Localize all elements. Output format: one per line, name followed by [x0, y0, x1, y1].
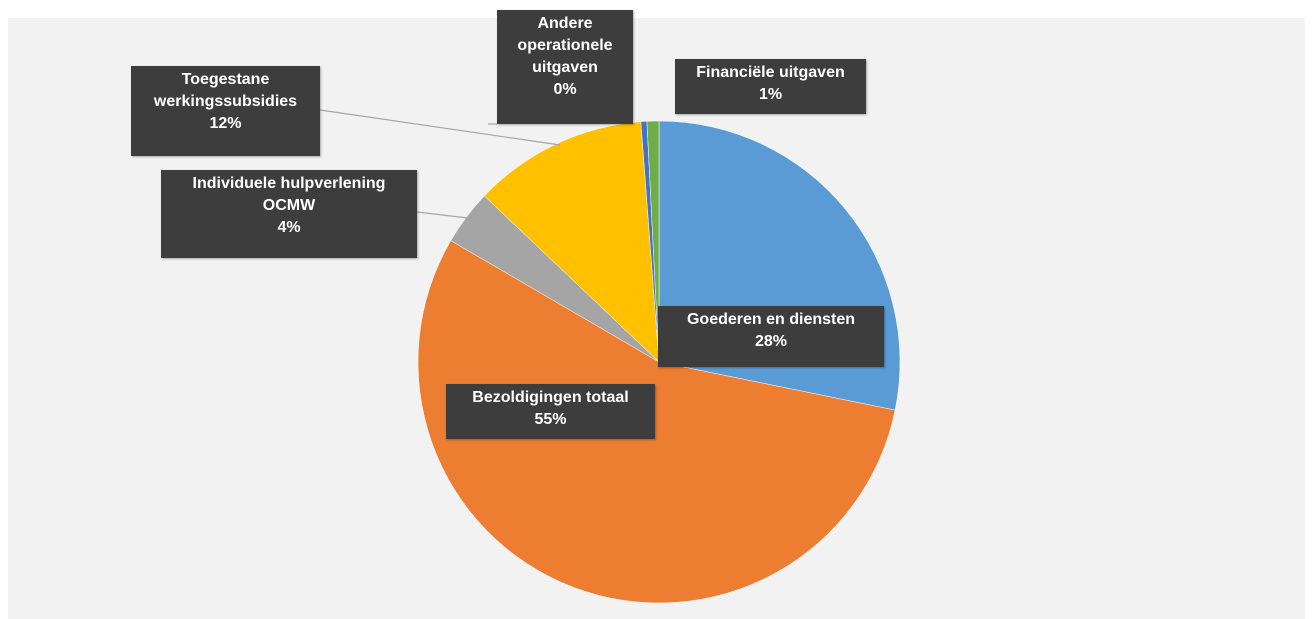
- data-label-category: Individuele hulpverlening OCMW: [192, 175, 386, 214]
- data-label-category: Andere operationele uitgaven: [517, 15, 613, 76]
- data-label: Andere operationele uitgaven 0%: [497, 10, 633, 124]
- data-label-value: 28%: [754, 333, 788, 350]
- data-label-value: 0%: [553, 81, 577, 98]
- data-label-category: Goederen en diensten: [686, 311, 856, 328]
- data-label: Individuele hulpverlening OCMW 4%: [161, 170, 417, 258]
- leader-line: [416, 211, 469, 219]
- pie-slice: [646, 120, 660, 363]
- data-label-value: 4%: [277, 219, 301, 236]
- data-label-value: 12%: [209, 115, 242, 132]
- data-label: Goederen en diensten 28%: [658, 306, 884, 367]
- data-label: Bezoldigingen totaal 55%: [446, 384, 655, 439]
- leader-line: [319, 109, 561, 146]
- data-label-value: 1%: [758, 86, 783, 103]
- pie-slice: [417, 240, 896, 604]
- data-label: Financiële uitgaven 1%: [675, 59, 866, 114]
- data-label: Toegestane werkingssubsidies 12%: [131, 66, 320, 156]
- data-label-value: 55%: [534, 411, 567, 428]
- data-label-category: Bezoldigingen totaal: [472, 389, 629, 406]
- data-label-category: Financiële uitgaven: [696, 64, 845, 81]
- data-label-category: Toegestane werkingssubsidies: [153, 71, 298, 110]
